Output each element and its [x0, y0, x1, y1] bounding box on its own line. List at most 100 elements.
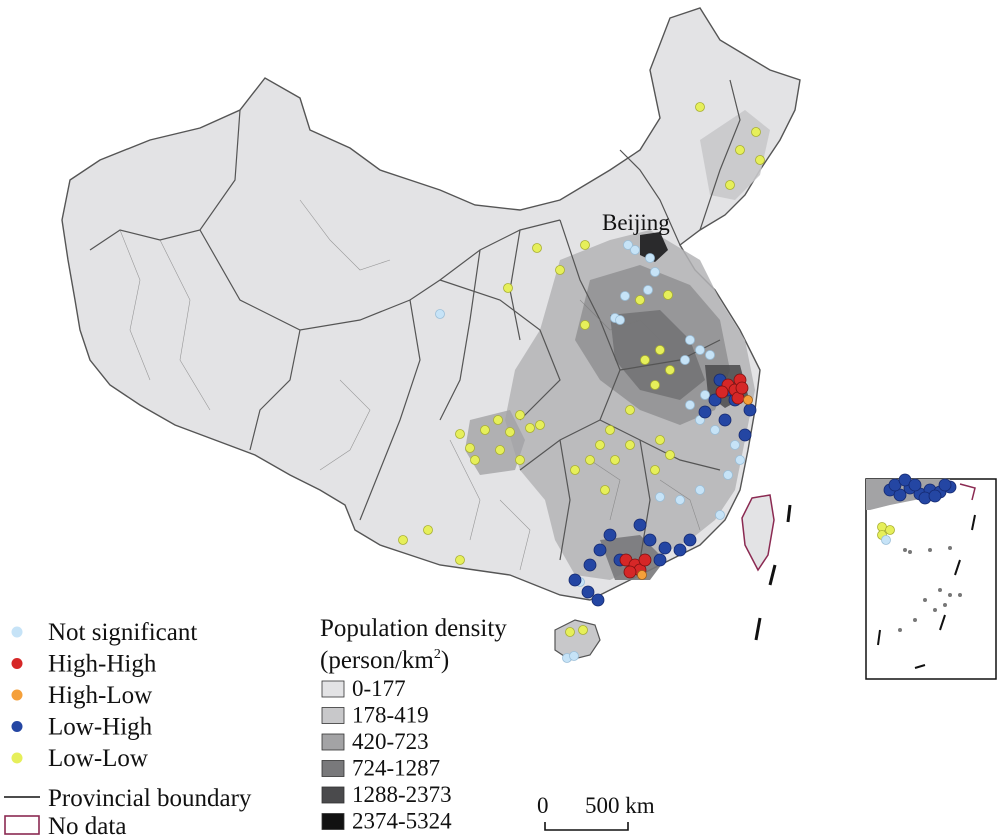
lisa-legend-swatch [11, 721, 23, 732]
lisa-point [600, 485, 610, 495]
lisa-point [455, 429, 465, 439]
density-legend-swatch [321, 707, 345, 724]
lisa-point [655, 345, 665, 355]
lisa-point [653, 553, 667, 567]
density-legend-unit: (person/km2) [320, 647, 449, 674]
lisa-point [683, 533, 697, 547]
lisa-point [743, 403, 757, 417]
lisa-point [480, 425, 490, 435]
lisa-point [665, 365, 675, 375]
lisa-point [593, 543, 607, 557]
lisa-legend-label: Low-High [48, 714, 153, 741]
lisa-point [455, 555, 465, 565]
lisa-point [635, 295, 645, 305]
lisa-point [625, 440, 635, 450]
density-legend: Population density (person/km2) 0-177178… [320, 615, 507, 834]
lisa-point [580, 240, 590, 250]
density-legend-label: 2374-5324 [352, 809, 452, 834]
lisa-point [623, 565, 637, 579]
lisa-point [595, 440, 605, 450]
lisa-legend-label: Not significant [48, 619, 197, 646]
lisa-point [585, 455, 595, 465]
density-legend-swatch [321, 680, 345, 698]
lisa-point [615, 315, 625, 325]
lisa-point [650, 267, 660, 277]
lisa-point [695, 102, 705, 112]
lisa-point [643, 533, 657, 547]
lisa-point [610, 455, 620, 465]
lisa-point [569, 651, 579, 661]
lisa-point [581, 585, 595, 599]
lisa-point [535, 420, 545, 430]
lisa-point [493, 415, 503, 425]
lisa-point [885, 525, 895, 535]
lisa-point [625, 405, 635, 415]
scale-end-label: 500 km [585, 793, 655, 818]
density-legend-label: 0-177 [352, 676, 406, 701]
lisa-point [881, 535, 891, 545]
lisa-point [893, 488, 907, 502]
lisa-cluster-points [398, 102, 765, 663]
lisa-point [898, 473, 912, 487]
density-legend-swatch [321, 760, 345, 777]
beijing-label: Beijing [602, 210, 670, 235]
prefecture-boundaries [119, 199, 701, 571]
lisa-legend-label: High-Low [48, 682, 152, 709]
lisa-point [908, 478, 922, 492]
density-legend-label: 1288-2373 [352, 782, 452, 807]
lisa-point [650, 465, 660, 475]
density-legend-swatch [321, 813, 345, 830]
boundary-legend-label: Provincial boundary [48, 785, 252, 812]
lisa-legend-swatch [11, 689, 23, 701]
lisa-point [658, 541, 672, 555]
density-legend-swatch [321, 733, 345, 751]
lisa-legend-swatch [11, 752, 23, 764]
lisa-point [650, 380, 660, 390]
lisa-point [637, 570, 647, 580]
lisa-point [735, 145, 745, 155]
lisa-point [698, 405, 712, 419]
lisa-point [620, 291, 630, 301]
lisa-point [633, 518, 647, 532]
lisa-legend-label: Low-Low [48, 745, 148, 772]
maritime-boundary [754, 504, 792, 641]
lisa-point [680, 355, 690, 365]
lisa-point [605, 425, 615, 435]
lisa-point [655, 492, 665, 502]
lisa-point [555, 265, 565, 275]
lisa-point [665, 450, 675, 460]
lisa-point [580, 320, 590, 330]
lisa-point [578, 625, 588, 635]
lisa-point [718, 413, 732, 427]
lisa-point [623, 240, 633, 250]
density-legend-label: 420-723 [352, 729, 429, 754]
lisa-point [888, 478, 902, 492]
lisa-point [695, 485, 705, 495]
lisa-point [675, 495, 685, 505]
lisa-point [525, 423, 535, 433]
lisa-point [495, 445, 505, 455]
lisa-point [603, 528, 617, 542]
density-legend-swatch [321, 786, 345, 804]
scale-start-label: 0 [537, 793, 549, 818]
lisa-point [715, 510, 725, 520]
lisa-point [505, 427, 515, 437]
lisa-point [398, 535, 408, 545]
lisa-point [515, 455, 525, 465]
lisa-point [723, 470, 733, 480]
lisa-point [503, 283, 513, 293]
scale-bar: 0 500 km [537, 793, 655, 831]
lisa-point [685, 335, 695, 345]
south-china-sea-inset [865, 473, 997, 680]
lisa-point [673, 543, 687, 557]
lisa-legend-swatch [11, 658, 23, 669]
lisa-legend-label: High-High [48, 651, 157, 678]
lisa-point [655, 435, 665, 445]
lisa-point [465, 443, 475, 453]
lisa-point [710, 425, 720, 435]
lisa-point [638, 553, 652, 567]
lisa-point [663, 290, 673, 300]
lisa-point [640, 355, 650, 365]
lisa-point [751, 127, 761, 137]
